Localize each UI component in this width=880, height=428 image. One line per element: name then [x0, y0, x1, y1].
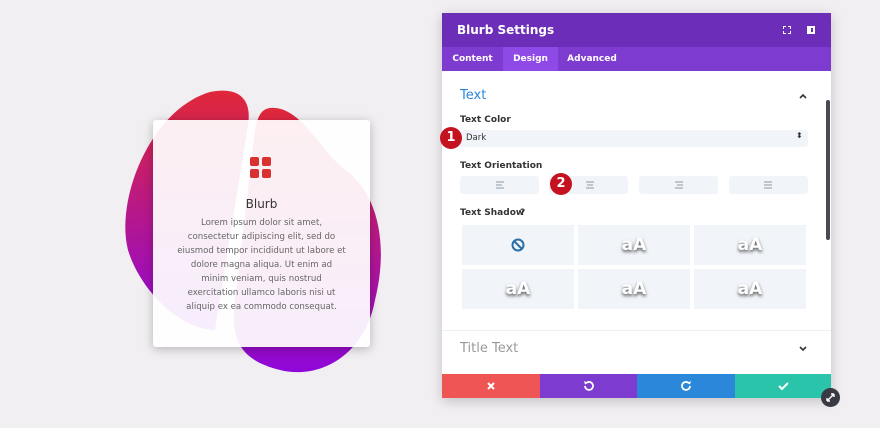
field-label: Text Color — [460, 115, 511, 125]
blurb-text-line: minim veniam, quis nostrud — [201, 274, 322, 284]
separator — [442, 330, 831, 331]
panel-title: Blurb Settings — [457, 23, 555, 37]
save-button[interactable] — [734, 374, 831, 398]
blurb-text-line: consectetur adipiscing elit, sed do — [187, 232, 336, 242]
icon — [487, 382, 495, 390]
shadow-preset[interactable]: aA — [578, 225, 690, 265]
resize-handle[interactable] — [821, 388, 840, 407]
blurb-text-line: dolore magna aliqua. Ut enim ad — [190, 260, 333, 270]
tab-bar: Content Design Advanced — [442, 47, 831, 71]
sidebar-button[interactable] — [807, 26, 815, 34]
blurb-text-line: exercitation ullamco laboris nisi ut — [187, 288, 336, 298]
blurb-title: Blurb — [245, 197, 278, 211]
shadow-preset[interactable]: aA — [694, 225, 806, 265]
step-badge: 1 — [440, 127, 462, 149]
help-icon[interactable]: ? — [520, 208, 526, 218]
tab[interactable]: Advanced — [567, 54, 617, 64]
shadow-preset[interactable]: aA — [578, 269, 690, 309]
blurb-text-line: eiusmod tempor incididunt ut labore et — [177, 246, 346, 256]
redo-button[interactable] — [637, 374, 735, 398]
shadow-preset[interactable]: aA — [462, 269, 574, 309]
expand-button[interactable] — [783, 26, 791, 34]
field-label: Text Orientation — [460, 161, 543, 171]
tab[interactable]: Content — [452, 54, 493, 64]
tab-active[interactable]: Design — [503, 47, 558, 71]
no-icon — [511, 238, 525, 252]
field-label: Text Shadow — [460, 208, 525, 218]
undo-button[interactable] — [539, 374, 637, 398]
step-badge: 2 — [550, 173, 572, 195]
chevron-down[interactable] — [798, 345, 808, 353]
settings-panel: Blurb Settings Content Design Advanced T… — [440, 13, 831, 398]
icon — [583, 381, 594, 391]
cancel-button[interactable] — [442, 374, 540, 398]
blurb-card: Blurb Lorem ipsum dolor sit amet, consect… — [153, 120, 370, 347]
blurb-text: Lorem ipsum dolor sit amet, consectetur a… — [153, 216, 370, 314]
select[interactable]: Dark ⬍ — [460, 130, 808, 147]
section-title[interactable]: Title Text — [460, 341, 519, 356]
select-arrow: ⬍ — [796, 131, 803, 140]
shadow-none[interactable] — [462, 225, 574, 265]
shadow-preset[interactable]: aA — [694, 269, 806, 309]
blurb-text-line: Lorem ipsum dolor sit amet, — [200, 218, 323, 228]
blurb-icon — [250, 157, 271, 178]
section-title[interactable]: Text — [460, 88, 487, 103]
panel-header: Blurb Settings — [442, 13, 831, 47]
align-icons — [496, 181, 772, 189]
scrollbar[interactable] — [826, 100, 830, 240]
select-value: Dark — [466, 133, 487, 143]
icon — [777, 382, 789, 391]
chevron-up[interactable] — [798, 92, 808, 100]
icon — [681, 381, 691, 391]
blurb-text-line: aliquip ex ea commodo consequat. — [186, 302, 337, 312]
icon — [826, 393, 835, 402]
